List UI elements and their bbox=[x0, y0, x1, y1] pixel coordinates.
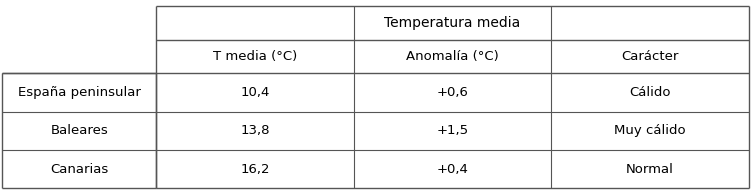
Text: Carácter: Carácter bbox=[621, 50, 679, 63]
Text: Muy cálido: Muy cálido bbox=[614, 124, 686, 137]
Text: T media (°C): T media (°C) bbox=[213, 50, 297, 63]
Text: Temperatura media: Temperatura media bbox=[385, 16, 520, 30]
Text: Canarias: Canarias bbox=[50, 163, 108, 176]
Text: 10,4: 10,4 bbox=[240, 86, 270, 99]
Text: España peninsular: España peninsular bbox=[18, 86, 140, 99]
Text: +0,6: +0,6 bbox=[436, 86, 469, 99]
Text: +1,5: +1,5 bbox=[436, 124, 469, 137]
Text: 16,2: 16,2 bbox=[240, 163, 270, 176]
Text: Anomalía (°C): Anomalía (°C) bbox=[406, 50, 499, 63]
Text: Baleares: Baleares bbox=[50, 124, 108, 137]
Text: Normal: Normal bbox=[626, 163, 674, 176]
Text: Cálido: Cálido bbox=[629, 86, 671, 99]
Text: 13,8: 13,8 bbox=[240, 124, 270, 137]
Text: +0,4: +0,4 bbox=[436, 163, 469, 176]
